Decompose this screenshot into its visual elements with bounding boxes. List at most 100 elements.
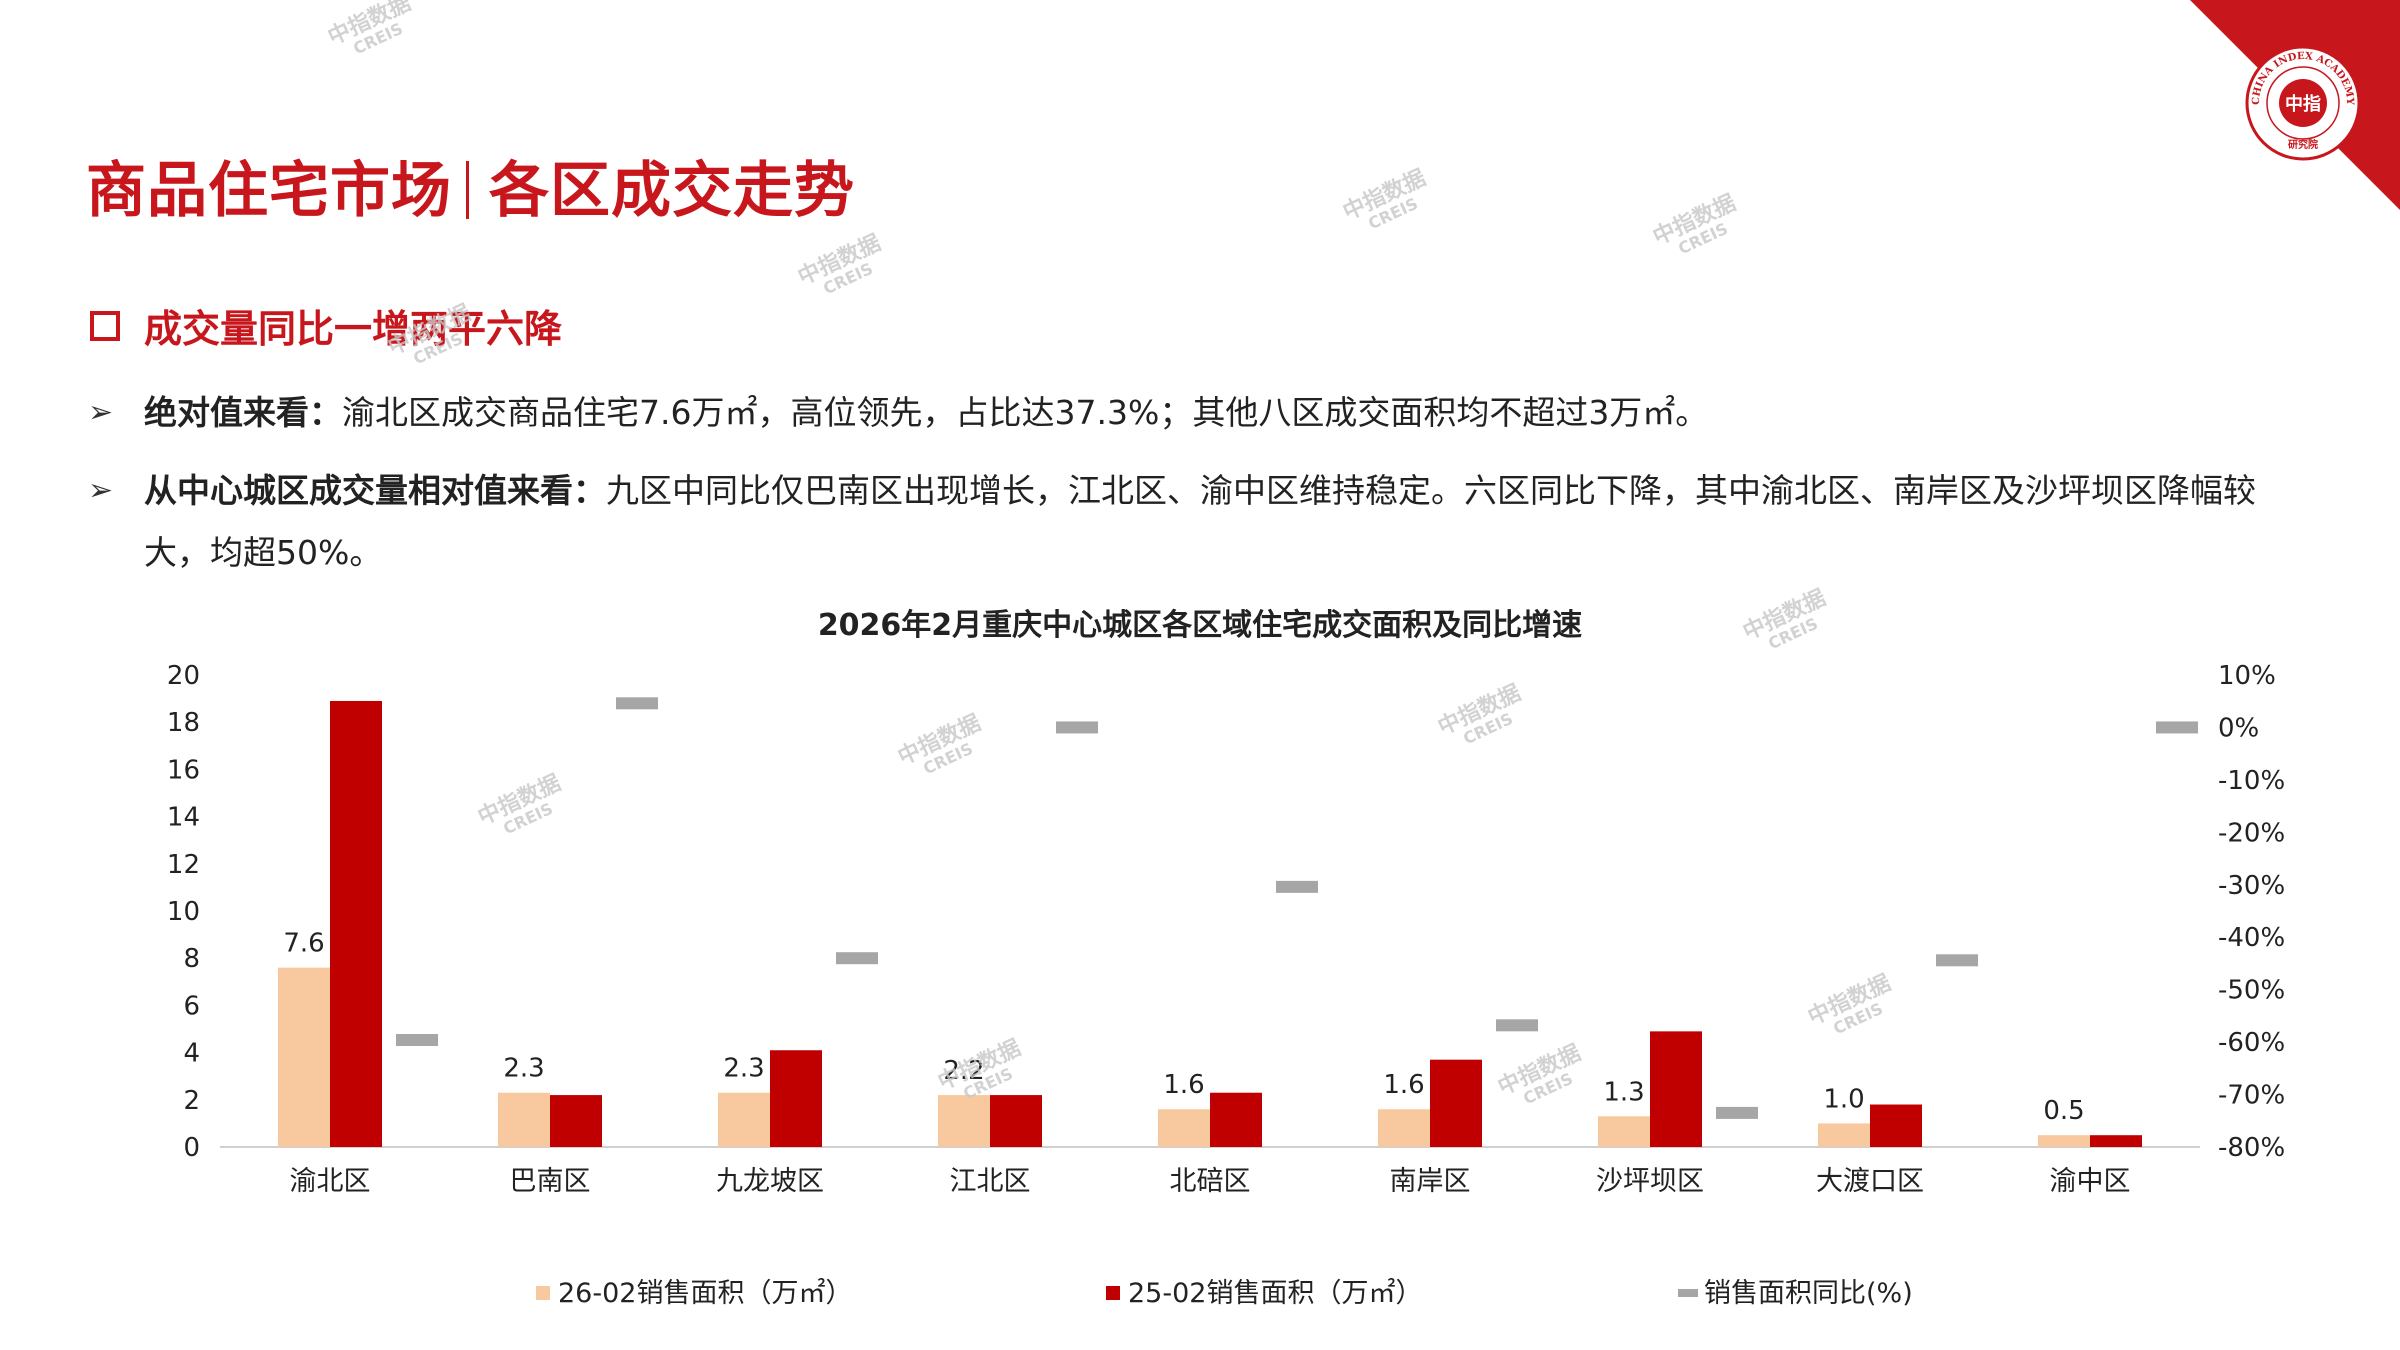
watermark: 中指数据 CREIS — [794, 231, 893, 306]
section-subheading: 成交量同比一增两平六降 — [90, 298, 562, 353]
subheading-text: 成交量同比一增两平六降 — [144, 307, 563, 351]
left-axis-tick-label: 6 — [183, 991, 200, 1021]
right-axis-tick-label: -80% — [2218, 1133, 2285, 1163]
chart-title: 2026年2月重庆中心城区各区域住宅成交面积及同比增速 — [818, 608, 1582, 643]
left-axis-tick-label: 18 — [167, 708, 200, 738]
category-label: 九龙坡区 — [716, 1166, 824, 1197]
data-label: 0.5 — [2043, 1096, 2084, 1126]
data-label: 1.6 — [1383, 1070, 1424, 1100]
bar-2502 — [1870, 1104, 1922, 1147]
bar-2602 — [718, 1092, 770, 1147]
bar-2502 — [1650, 1031, 1702, 1147]
svg-text:中指: 中指 — [2285, 93, 2321, 115]
yoy-marker — [1936, 954, 1978, 967]
bar-2502 — [2090, 1135, 2142, 1147]
right-axis-tick-label: -70% — [2218, 1081, 2285, 1111]
yoy-marker — [1716, 1106, 1758, 1119]
bar-2602 — [498, 1092, 550, 1147]
legend-swatch — [1678, 1289, 1698, 1297]
yoy-marker — [1056, 721, 1098, 734]
bar-2602 — [1378, 1109, 1430, 1147]
category-labels: 渝北区 巴南区 九龙坡区 江北区 北碚区 南岸区 沙坪坝区 大渡口区 渝中区 — [290, 1166, 2131, 1197]
page-title-right: 各区成交走势 — [489, 156, 855, 226]
arrow-bullet-icon: ➢ — [88, 395, 114, 430]
left-axis-tick-label: 2 — [183, 1086, 200, 1116]
data-label: 1.6 — [1163, 1070, 1204, 1100]
yoy-marker — [1496, 1019, 1538, 1032]
data-label: 2.3 — [723, 1054, 764, 1084]
yoy-markers — [396, 697, 2198, 1119]
data-labels: 7.6 2.3 2.3 2.2 1.6 1.6 1.3 1.0 0.5 — [283, 929, 2084, 1127]
district-sales-chart: 2026年2月重庆中心城区各区域住宅成交面积及同比增速 0 2 4 6 8 10 12 14 1… — [167, 608, 2285, 1309]
legend-swatch — [536, 1286, 550, 1300]
chart-legend: 26-02销售面积（万㎡） 25-02销售面积（万㎡） 销售面积同比(%) — [536, 1278, 1913, 1309]
bar-2502 — [550, 1095, 602, 1147]
left-axis-tick-label: 16 — [167, 755, 200, 785]
data-label: 2.3 — [503, 1054, 544, 1084]
left-axis-tick-label: 10 — [167, 897, 200, 927]
bullet-2-label: 从中心城区成交量相对值来看： — [144, 471, 606, 510]
watermark: 中指数据 CREIS — [1649, 191, 1748, 266]
right-axis-tick-label: -10% — [2218, 766, 2285, 796]
bar-2602 — [1158, 1109, 1210, 1147]
bullet-1-label: 绝对值来看： — [144, 393, 342, 432]
left-axis-tick-label: 12 — [167, 850, 200, 880]
bullet-point-2: ➢ 从中心城区成交量相对值来看：九区中同比仅巴南区出现增长，江北区、渝中区维持稳… — [88, 460, 2268, 584]
svg-text:研究院: 研究院 — [2288, 138, 2318, 151]
data-label: 1.0 — [1823, 1084, 1864, 1114]
bar-2502 — [330, 700, 382, 1147]
right-axis-tick-label: -50% — [2218, 976, 2285, 1006]
category-label: 大渡口区 — [1816, 1166, 1924, 1197]
page-title-left: 商品住宅市场 — [86, 156, 452, 226]
china-index-academy-logo: CHINA INDEX ACADEMY 中指 研究院 — [2245, 45, 2361, 161]
bullet-1-text: 渝北区成交商品住宅7.6万㎡，高位领先，占比达37.3%；其他八区成交面积均不超… — [342, 393, 1709, 432]
data-label: 2.2 — [943, 1056, 984, 1086]
category-label: 南岸区 — [1390, 1166, 1471, 1197]
left-axis-ticks: 0 2 4 6 8 10 12 14 16 18 20 — [167, 661, 200, 1163]
data-label: 7.6 — [283, 929, 324, 959]
legend-label: 26-02销售面积（万㎡） — [558, 1278, 852, 1309]
legend-label: 销售面积同比(%) — [1704, 1278, 1913, 1309]
left-axis-tick-label: 8 — [183, 944, 200, 974]
yoy-marker — [1276, 880, 1318, 893]
category-label: 巴南区 — [510, 1166, 591, 1197]
bar-2602 — [938, 1095, 990, 1147]
category-label: 渝中区 — [2050, 1166, 2131, 1197]
bar-2502 — [1210, 1092, 1262, 1147]
bar-2502 — [1430, 1059, 1482, 1147]
right-axis-tick-label: 0% — [2218, 713, 2259, 743]
yoy-marker — [836, 952, 878, 965]
right-axis-ticks: -80% -70% -60% -50% -40% -30% -20% -10% 0% 10% — [2218, 661, 2285, 1163]
title-separator — [466, 161, 469, 219]
legend-label: 25-02销售面积（万㎡） — [1128, 1278, 1422, 1309]
right-axis-tick-label: -20% — [2218, 818, 2285, 848]
right-axis-tick-label: -30% — [2218, 871, 2285, 901]
bar-2502 — [990, 1095, 1042, 1147]
data-label: 1.3 — [1603, 1077, 1644, 1107]
category-label: 沙坪坝区 — [1596, 1166, 1704, 1197]
legend-swatch — [1106, 1286, 1120, 1300]
watermark: 中指数据 CREIS — [1339, 166, 1438, 241]
square-bullet-icon — [90, 310, 120, 341]
yoy-marker — [616, 697, 658, 710]
yoy-marker — [396, 1034, 438, 1047]
arrow-bullet-icon: ➢ — [88, 473, 114, 508]
yoy-marker — [2156, 721, 2198, 734]
bar-2602 — [1818, 1123, 1870, 1147]
page-title: 商品住宅市场 各区成交走势 — [86, 142, 855, 229]
bar-2502 — [770, 1050, 822, 1147]
left-axis-tick-label: 4 — [183, 1039, 200, 1069]
right-axis-tick-label: 10% — [2218, 661, 2276, 691]
right-axis-tick-label: -40% — [2218, 923, 2285, 953]
bar-2602 — [278, 967, 330, 1147]
bars — [278, 700, 2142, 1147]
category-label: 北碚区 — [1170, 1166, 1251, 1197]
right-axis-tick-label: -60% — [2218, 1028, 2285, 1058]
left-axis-tick-label: 20 — [167, 661, 200, 691]
left-axis-tick-label: 14 — [167, 803, 200, 833]
left-axis-tick-label: 0 — [183, 1133, 200, 1163]
category-label: 渝北区 — [290, 1166, 371, 1197]
category-label: 江北区 — [950, 1166, 1031, 1197]
bar-2602 — [1598, 1116, 1650, 1147]
bullet-point-1: ➢ 绝对值来看：渝北区成交商品住宅7.6万㎡，高位领先，占比达37.3%；其他八… — [88, 382, 2268, 444]
